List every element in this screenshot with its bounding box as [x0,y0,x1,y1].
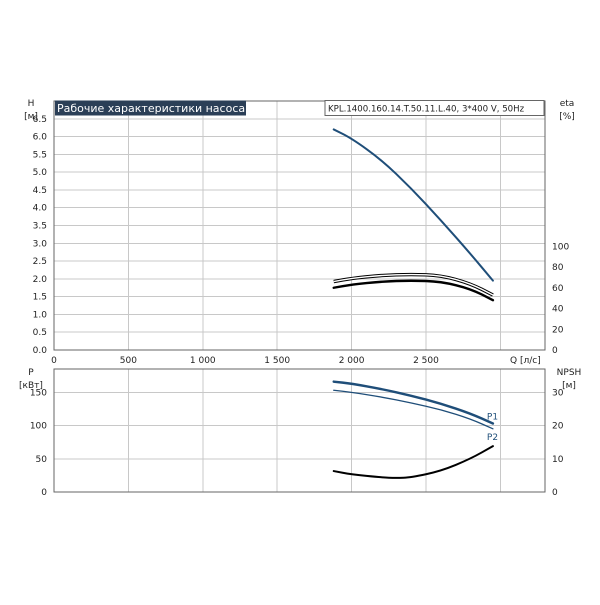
efficiency-curve-upper [333,273,494,296]
y-axis-unit-eta: [%] [559,112,575,122]
y-tick-label-npsh: 10 [552,455,564,465]
model-box [324,100,545,116]
y-tick-label-h: 6.5 [33,115,47,125]
y-axis-unit-h: [м] [24,112,38,122]
y-tick-label-h: 4.5 [33,186,47,196]
y-tick-label-npsh: 0 [552,488,558,498]
y-tick-label-p: 50 [36,455,48,465]
y-tick-label-h: 6.0 [33,133,48,143]
power-curve-p1 [332,380,495,425]
y-axis-label-p: P [28,368,34,378]
npsh-curve [332,445,494,479]
y-axis-label-eta: eta [560,99,575,109]
y-tick-label-eta: 0 [552,346,558,356]
y-axis-unit-p: [кВт] [19,381,43,391]
y-tick-label-eta: 20 [552,325,564,335]
y-tick-label-h: 2.0 [33,275,48,285]
y-tick-label-h: 3.0 [33,239,48,249]
x-tick-label: 500 [120,356,137,366]
y-axis-unit-npsh: [м] [562,381,576,391]
y-tick-label-h: 3.5 [33,222,47,232]
y-tick-label-h: 1.5 [33,293,47,303]
efficiency-curve-lower [332,279,495,302]
y-tick-label-p: 100 [30,422,47,432]
y-tick-label-h: 5.5 [33,150,47,160]
chart-title: Рабочие характеристики насоса [57,102,245,115]
x-tick-label: 1 500 [264,356,290,366]
y-tick-label-eta: 100 [552,242,569,252]
head-curve [332,128,494,282]
y-axis-label-h: H [28,99,35,109]
plot-frame-bottom [53,368,546,493]
title-box [55,100,246,116]
y-tick-label-eta: 60 [552,284,564,294]
x-tick-label: 2 500 [413,356,439,366]
pump-model-label: KPL.1400.160.14.T.50.11.L.40, 3*400 V, 5… [328,105,525,115]
x-tick-label: 1 000 [190,356,216,366]
power-curve-p2 [333,389,494,430]
y-tick-label-h: 0.5 [33,328,47,338]
series-label-p2: P2 [487,433,498,443]
y-tick-label-h: 4.0 [33,204,48,214]
plot-frame-top [53,100,546,351]
y-axis-label-npsh: NPSH [557,368,582,378]
x-tick-label: 0 [51,356,57,366]
y-tick-label-h: 1.0 [33,310,48,320]
y-tick-label-h: 2.5 [33,257,47,267]
y-tick-label-eta: 40 [552,305,564,315]
y-tick-label-npsh: 20 [552,422,564,432]
series-label-p1: P1 [487,413,498,423]
y-tick-label-eta: 80 [552,263,564,273]
y-tick-label-npsh: 30 [552,388,564,398]
x-axis-label: Q [л/с] [510,356,541,366]
y-tick-label-p: 0 [41,488,47,498]
y-tick-label-h: 5.0 [33,168,48,178]
y-tick-label-h: 0.0 [33,346,48,356]
x-tick-label: 2 000 [339,356,365,366]
y-tick-label-p: 150 [30,388,47,398]
